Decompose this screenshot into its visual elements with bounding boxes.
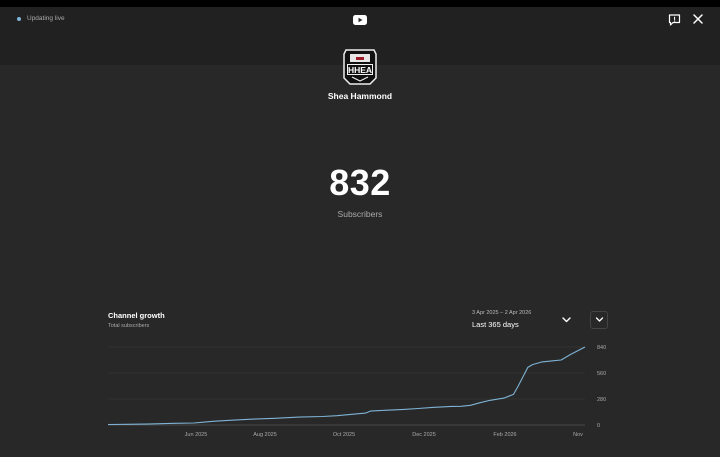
y-tick-label: 560	[597, 371, 606, 377]
x-tick-label: Oct 2025	[333, 432, 355, 438]
live-label: Updating live	[27, 15, 65, 22]
avatar-text: HHEA	[348, 65, 372, 75]
close-icon[interactable]	[692, 13, 704, 25]
chevron-down-icon	[595, 317, 603, 322]
date-range-selector[interactable]: 3 Apr 2025 – 2 Apr 2026 Last 365 days	[472, 310, 531, 329]
youtube-icon[interactable]	[353, 15, 367, 25]
date-range-text: 3 Apr 2025 – 2 Apr 2026	[472, 310, 532, 316]
live-status: Updating live	[17, 15, 65, 22]
x-tick-label: Aug 2025	[253, 432, 277, 438]
x-tick-label: Jun 2025	[185, 432, 208, 438]
channel-name: Shea Hammond	[327, 91, 393, 101]
subscriber-count: 832	[329, 162, 391, 203]
channel-avatar: HHEA	[343, 49, 377, 85]
subscriber-label: Subscribers	[337, 209, 383, 219]
y-tick-label: 0	[597, 423, 600, 429]
chevron-down-icon[interactable]	[561, 316, 572, 324]
top-strip	[0, 0, 720, 7]
y-tick-label: 280	[597, 397, 606, 403]
chart-subtitle: Total subscribers	[108, 323, 150, 329]
period-label: Last 365 days	[472, 320, 519, 329]
feedback-icon[interactable]	[668, 14, 681, 26]
chart-title: Channel growth	[108, 311, 165, 320]
x-tick-label: Feb 2026	[493, 432, 516, 438]
subscriber-growth-line	[107, 346, 586, 426]
y-tick-label: 840	[597, 345, 606, 351]
x-tick-label: Nov	[573, 432, 583, 438]
x-tick-label: Dec 2025	[412, 432, 436, 438]
live-dot-icon	[17, 16, 21, 21]
expand-button[interactable]	[590, 311, 608, 329]
